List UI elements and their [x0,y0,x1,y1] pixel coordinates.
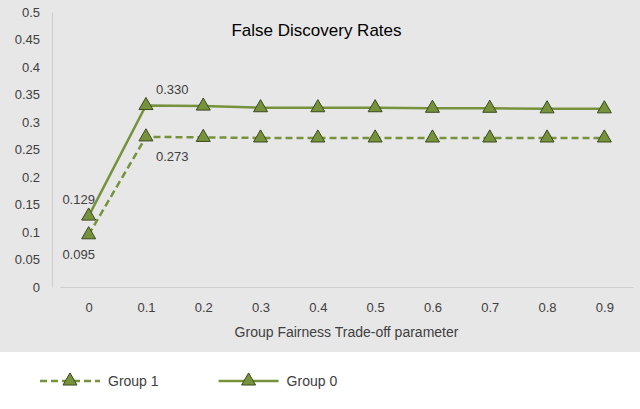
legend: Group 1 Group 0 [40,373,337,389]
x-tick-label: 0.1 [137,300,155,315]
series-marker [483,100,497,112]
y-tick: 0.3 [22,115,52,130]
series-marker [311,100,325,112]
series-marker [483,130,497,142]
x-tick: 0.3 [252,287,270,315]
y-tick-label: 0.3 [22,115,40,130]
data-label: 0.273 [156,149,189,164]
x-axis-line [61,287,634,288]
x-tick-label: 0 [86,300,93,315]
x-axis-title: Group Fairness Trade-off parameter [235,324,459,340]
y-tick: 0.35 [15,87,52,102]
y-tick: 0.2 [22,170,52,185]
y-tick: 0.25 [15,142,52,157]
x-tick: 0.6 [424,287,442,315]
series-marker [425,100,439,112]
data-label: 0.330 [156,82,189,97]
y-tick: 0.5 [22,5,52,20]
series-marker [196,98,210,110]
x-tick: 0.5 [367,287,385,315]
plot-area [82,97,612,238]
y-tick-label: 0.2 [22,170,40,185]
y-tick-label: 0.05 [15,252,40,267]
data-label: 0.129 [62,192,95,207]
x-tick: 0 [86,287,93,315]
series-marker [82,227,96,239]
x-tick: 0.4 [309,287,327,315]
y-tick: 0.15 [15,197,52,212]
legend-marker [63,373,77,385]
x-tick: 0.9 [596,287,614,315]
series-marker [254,130,268,142]
series-marker [597,130,611,142]
chart: 0 0.05 0.1 0.15 0.2 0.25 0.3 0.35 0.4 0.45 0.5 0 0.1… [0,0,640,409]
data-labels: 0.095 0.273 0.129 0.330 [62,82,188,262]
series-marker [540,101,554,113]
series-marker [540,130,554,142]
series-marker [82,208,96,220]
series-marker [597,101,611,113]
x-tick-label: 0.5 [367,300,385,315]
legend-item: Group 0 [219,373,338,389]
y-tick: 0 [33,280,52,295]
y-tick: 0.1 [22,225,52,240]
y-axis-line [52,13,53,288]
y-axis: 0 0.05 0.1 0.15 0.2 0.25 0.3 0.35 0.4 0.45 0.5 [15,5,53,295]
x-tick: 0.7 [481,287,499,315]
y-tick: 0.4 [22,60,52,75]
data-label: 0.095 [62,247,95,262]
y-tick: 0.45 [15,32,52,47]
series-marker [368,100,382,112]
x-tick-label: 0.9 [596,300,614,315]
y-tick-label: 0.25 [15,142,40,157]
y-tick-label: 0.35 [15,87,40,102]
title: False Discovery Rates [231,21,401,40]
series-marker [139,129,153,141]
series-marker [254,100,268,112]
x-tick-label: 0.2 [195,300,213,315]
y-tick-label: 0.5 [22,5,40,20]
y-tick-label: 0.45 [15,32,40,47]
y-tick: 0.05 [15,252,52,267]
series-marker [196,129,210,141]
legend-marker [242,373,256,385]
legend-item: Group 1 [40,373,159,389]
x-tick-label: 0.3 [252,300,270,315]
series-marker [368,130,382,142]
legend-label: Group 1 [108,373,159,389]
x-tick: 0.8 [539,287,557,315]
x-tick-label: 0.6 [424,300,442,315]
y-tick-label: 0.1 [22,225,40,240]
series-marker [311,130,325,142]
series-line [89,106,605,217]
x-tick: 0.2 [195,287,213,315]
x-axis: 0 0.1 0.2 0.3 0.4 0.5 0.6 0.7 0.8 0.9 [61,287,634,315]
x-tick: 0.1 [137,287,155,315]
chart-background [0,0,640,352]
series-line [89,137,605,235]
y-tick-label: 0.15 [15,197,40,212]
x-tick-label: 0.4 [309,300,327,315]
y-tick-label: 0 [33,280,40,295]
x-tick-label: 0.8 [539,300,557,315]
x-tick-label: 0.7 [481,300,499,315]
series-marker [425,130,439,142]
y-tick-label: 0.4 [22,60,40,75]
legend-label: Group 0 [287,373,338,389]
series-marker [139,97,153,109]
